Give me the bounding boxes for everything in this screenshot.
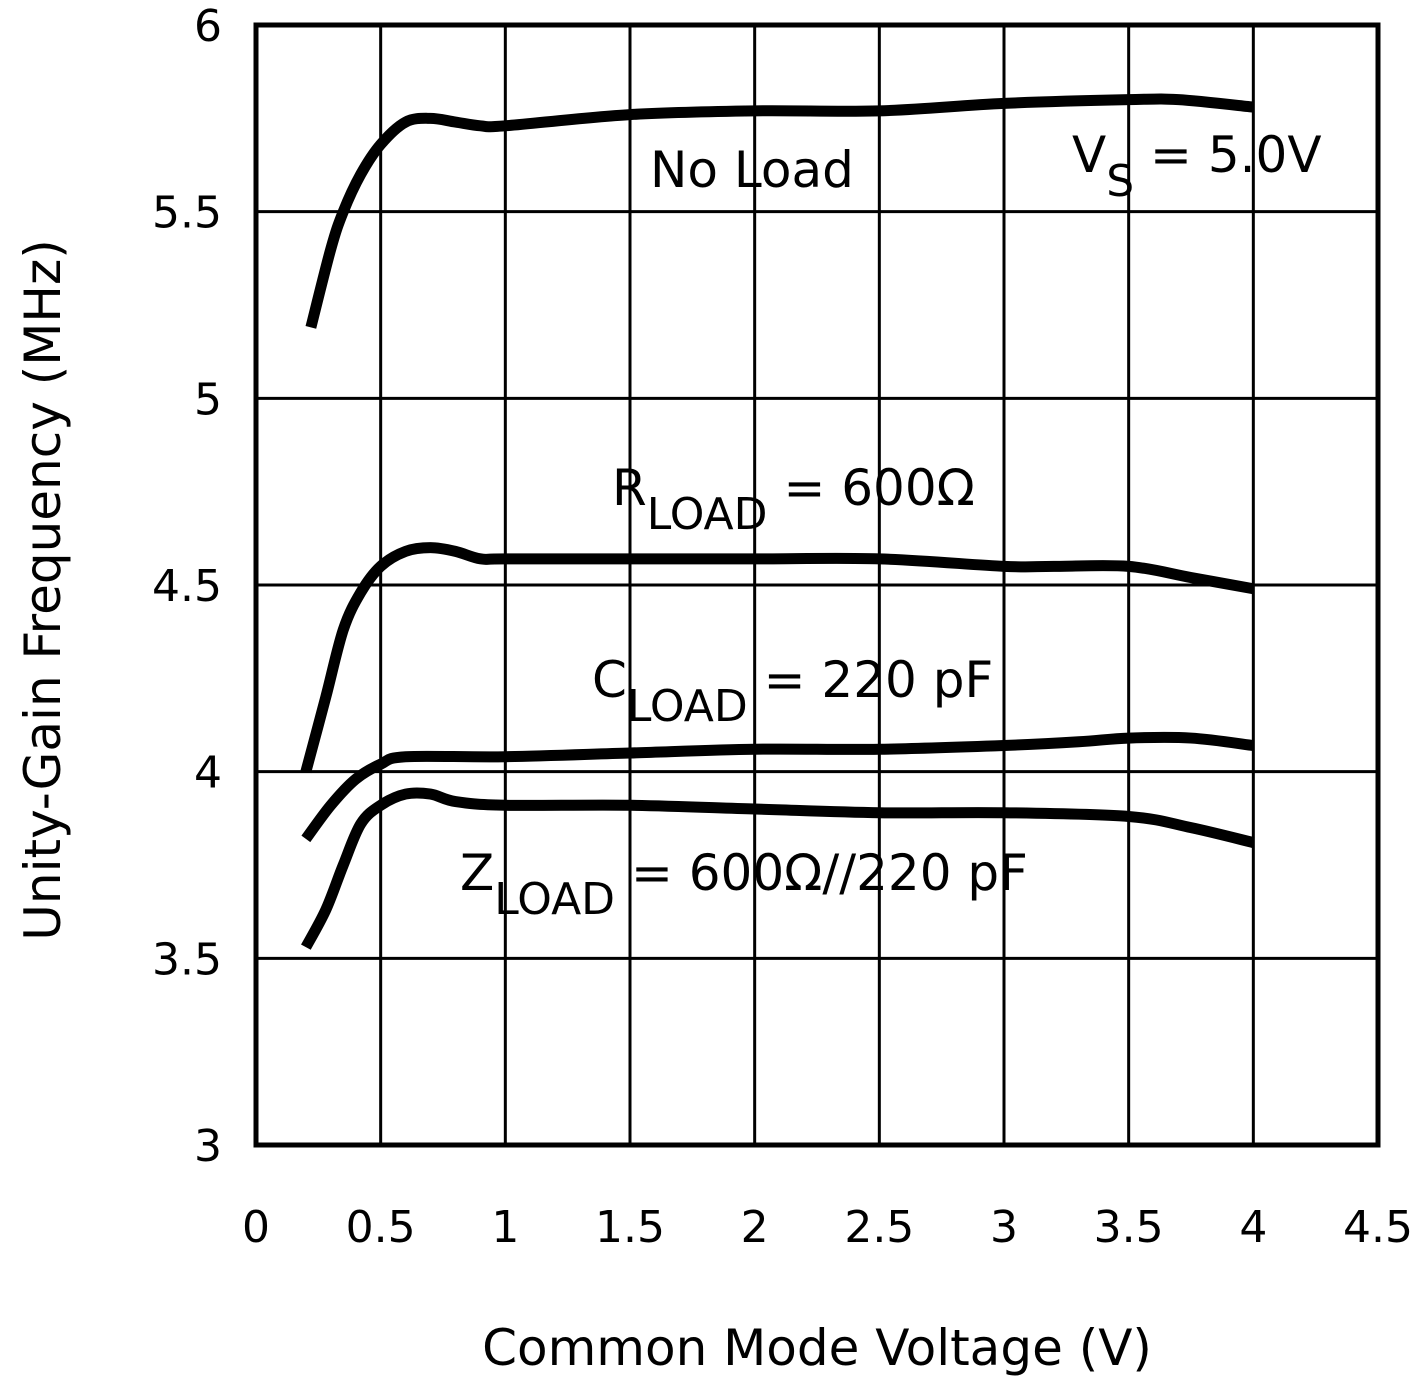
series-line-3 xyxy=(301,787,1255,950)
y-tick-label: 6 xyxy=(194,1,222,52)
x-tick-label: 2 xyxy=(741,1202,769,1253)
y-tick-label: 3 xyxy=(194,1121,222,1172)
x-axis-label: Common Mode Voltage (V) xyxy=(482,1319,1152,1377)
series-line-0 xyxy=(305,93,1254,329)
x-tick-label: 0 xyxy=(242,1202,270,1253)
y-tick-label: 4.5 xyxy=(152,561,222,612)
x-tick-label: 3 xyxy=(990,1202,1018,1253)
x-tick-labels: 0 0.5 1 1.5 2 2.5 3 3.5 4 4.5 xyxy=(242,1202,1413,1253)
x-tick-label: 2.5 xyxy=(844,1202,914,1253)
y-tick-label: 4 xyxy=(194,748,222,799)
y-tick-label: 5.5 xyxy=(152,188,222,239)
series-lines xyxy=(300,93,1255,950)
annotation-label: CLOAD = 220 pF xyxy=(592,651,993,732)
annotation-label: VS = 5.0V xyxy=(1072,126,1322,207)
x-tick-label: 4 xyxy=(1239,1202,1267,1253)
annotation-label: ZLOAD = 600Ω//220 pF xyxy=(460,844,1028,925)
series-line-2 xyxy=(301,731,1255,843)
series-line-1 xyxy=(300,542,1255,774)
x-tick-label: 3.5 xyxy=(1094,1202,1164,1253)
y-tick-label: 3.5 xyxy=(152,934,222,985)
x-tick-label: 0.5 xyxy=(346,1202,416,1253)
y-tick-label: 5 xyxy=(194,374,222,425)
y-axis-label: Unity-Gain Frequency (MHz) xyxy=(14,239,72,940)
annotations: No Load VS = 5.0V RLOAD = 600Ω CLOAD = 220 … xyxy=(460,126,1322,925)
x-tick-label: 4.5 xyxy=(1343,1202,1413,1253)
plot-frame xyxy=(253,22,1381,1148)
x-tick-label: 1 xyxy=(491,1202,519,1253)
y-tick-labels: 3 3.5 4 4.5 5 5.5 6 xyxy=(152,1,222,1172)
annotation-label: RLOAD = 600Ω xyxy=(612,459,975,540)
x-tick-label: 1.5 xyxy=(595,1202,665,1253)
annotation-label: No Load xyxy=(650,141,854,199)
